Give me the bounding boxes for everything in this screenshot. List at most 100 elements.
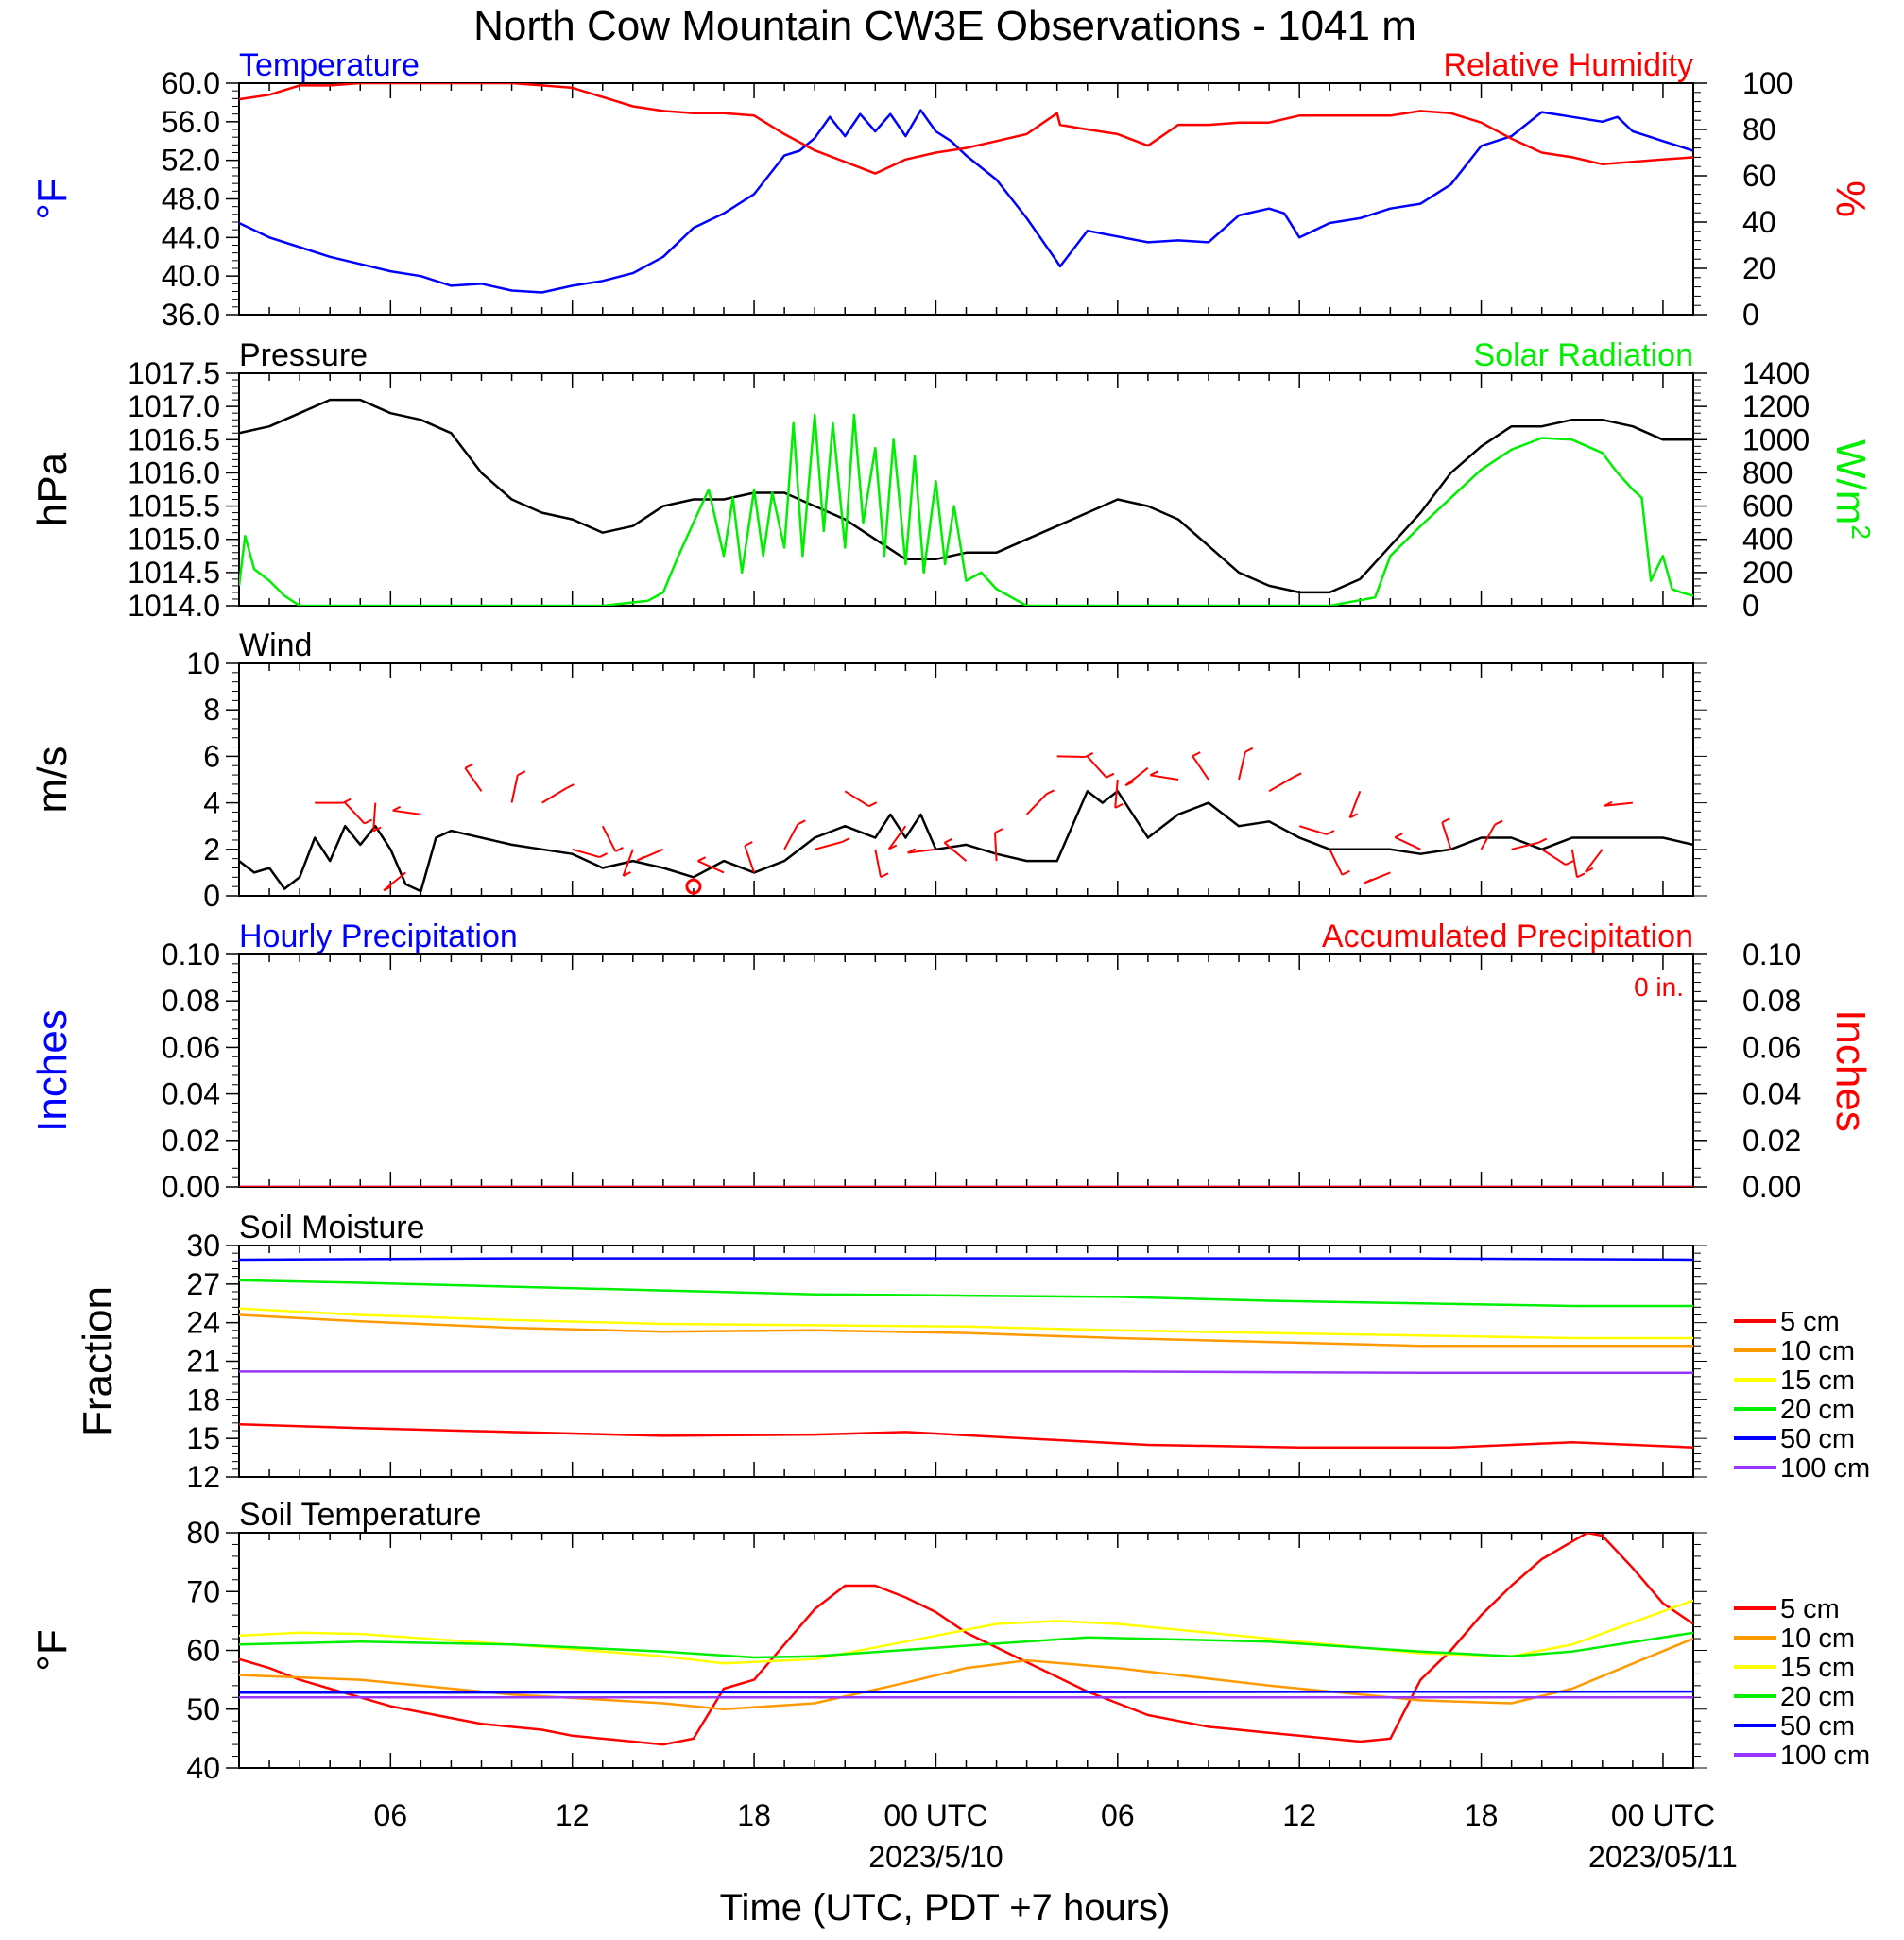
series-line-10-cm bbox=[239, 1313, 1693, 1348]
wind-barb bbox=[1025, 793, 1048, 815]
x-tick-label: 00 UTC bbox=[1611, 1798, 1715, 1832]
y-tick-label-left: 1016.0 bbox=[128, 455, 220, 489]
time-axis: 06 12 18 00 UTC 06 12 18 00 UTC 2023/5/10 2023/05… bbox=[374, 1798, 1738, 1874]
wind-barb-flag bbox=[1349, 813, 1359, 819]
y-axis-label-right: Inches bbox=[1827, 1009, 1874, 1132]
y-tick-label-left: 1015.0 bbox=[128, 523, 220, 557]
wind-barb bbox=[1394, 836, 1421, 850]
y-axis-label-left: Inches bbox=[29, 1009, 76, 1132]
series-line-temperature bbox=[239, 109, 1693, 294]
y-tick-label-left: 0.04 bbox=[162, 1077, 220, 1111]
wind-barb bbox=[783, 823, 799, 850]
y-tick-label-right: 1200 bbox=[1742, 389, 1810, 423]
panel-wind: 10 8 6 4 2 0 Wind m/s bbox=[29, 627, 1707, 913]
x-tick-label: 06 bbox=[1101, 1798, 1135, 1832]
series-line-50-cm bbox=[239, 1257, 1693, 1262]
series-group bbox=[239, 398, 1693, 606]
wind-barb-flag bbox=[372, 826, 382, 833]
wind-barb bbox=[1114, 779, 1119, 808]
y-tick-label-left: 44.0 bbox=[162, 220, 220, 254]
wind-barb-flag bbox=[392, 805, 402, 812]
wind-barb bbox=[572, 848, 600, 859]
panel-title-left: Soil Moisture bbox=[239, 1210, 425, 1245]
y-tick-label-left: 40.0 bbox=[162, 259, 220, 293]
wind-barb-flag bbox=[1124, 781, 1134, 787]
panel-title-right: Relative Humidity bbox=[1443, 47, 1693, 83]
panel-frame bbox=[238, 372, 1694, 607]
wind-barb-flag bbox=[944, 837, 952, 844]
wind-barb-flag bbox=[636, 855, 645, 862]
y-tick-label-left: 0.08 bbox=[162, 984, 220, 1018]
x-tick-label: 12 bbox=[1282, 1798, 1316, 1832]
wind-barb bbox=[907, 848, 936, 854]
panel-frame bbox=[238, 953, 1694, 1188]
y-tick-label-left: 15 bbox=[186, 1421, 220, 1455]
wind-barb bbox=[464, 767, 483, 792]
wind-barb-flag bbox=[841, 837, 850, 843]
wind-barb bbox=[844, 790, 870, 808]
wind-barb bbox=[1150, 774, 1179, 781]
y-tick-label-right: 0.00 bbox=[1742, 1170, 1801, 1204]
legend-label: 50 cm bbox=[1780, 1711, 1855, 1742]
wind-barb-flag bbox=[364, 818, 373, 825]
wind-barb bbox=[1268, 776, 1295, 793]
wind-barb bbox=[383, 871, 406, 892]
wind-barb bbox=[1238, 751, 1246, 781]
wind-barb bbox=[1584, 849, 1604, 873]
wind-barb-flag bbox=[880, 872, 889, 879]
y-tick-label-left: 0.10 bbox=[162, 937, 220, 971]
wind-barb bbox=[1298, 825, 1328, 835]
series-line-100-cm bbox=[239, 1370, 1693, 1375]
wind-barb-flag bbox=[1576, 872, 1586, 879]
y-tick-label-left: 0 bbox=[203, 879, 220, 913]
wind-barb bbox=[993, 833, 998, 862]
y-tick-label-left: 4 bbox=[203, 786, 220, 820]
panel-frame bbox=[238, 82, 1694, 316]
wind-barb-flag bbox=[797, 819, 806, 826]
wind-barb-flag bbox=[1106, 772, 1115, 779]
wind-barb-flag bbox=[868, 801, 878, 808]
y-tick-label-right: 0.02 bbox=[1742, 1124, 1801, 1158]
wind-barb-flag bbox=[464, 763, 473, 769]
wind-barb bbox=[541, 787, 567, 804]
legend-label: 5 cm bbox=[1780, 1307, 1840, 1337]
y-tick-label-left: 0.06 bbox=[162, 1030, 220, 1064]
wind-barb-flag bbox=[1192, 751, 1201, 758]
wind-barb bbox=[1480, 824, 1496, 850]
wind-barb-flag bbox=[1244, 747, 1254, 753]
wind-barb-flag bbox=[599, 852, 608, 858]
y-axis-label-right: % bbox=[1827, 180, 1874, 217]
panel-frame bbox=[238, 1245, 1694, 1478]
wind-barb-flag bbox=[623, 871, 631, 877]
wind-barb bbox=[874, 849, 883, 878]
y-tick-label-right: 600 bbox=[1742, 489, 1793, 524]
y-tick-label-left: 0.00 bbox=[162, 1170, 220, 1204]
calm-wind-marker bbox=[685, 878, 702, 895]
wind-barb bbox=[1604, 801, 1633, 807]
wind-barb bbox=[1192, 755, 1209, 781]
y-tick-label-left: 2 bbox=[203, 833, 220, 867]
wind-barb-flag bbox=[888, 844, 898, 850]
panel-frame bbox=[238, 1532, 1694, 1769]
y-tick-label-left: 1014.0 bbox=[128, 589, 220, 623]
series-line-pressure bbox=[239, 398, 1693, 594]
y-tick-label-right: 0.06 bbox=[1742, 1030, 1801, 1064]
y-axis-label-left: °F bbox=[29, 178, 76, 219]
panel-title-left: Hourly Precipitation bbox=[239, 918, 518, 954]
series-line-solar-radiation bbox=[239, 413, 1693, 606]
series-group bbox=[239, 83, 1693, 294]
wind-barb-flag bbox=[517, 770, 526, 777]
series-group bbox=[239, 1533, 1693, 1746]
legend-label: 10 cm bbox=[1780, 1336, 1855, 1366]
wind-barb-flag bbox=[907, 848, 917, 854]
x-tick-label: 18 bbox=[1465, 1798, 1499, 1832]
y-tick-label-left: 52.0 bbox=[162, 144, 220, 178]
y-axis-label-left: Fraction bbox=[75, 1286, 121, 1436]
wind-barb bbox=[1541, 848, 1567, 866]
y-tick-label-right: 0.08 bbox=[1742, 984, 1801, 1018]
y-tick-label-right: 0 bbox=[1742, 589, 1759, 623]
wind-barb bbox=[510, 775, 519, 803]
y-tick-label-left: 60 bbox=[186, 1634, 220, 1668]
y-axis-label-left: hPa bbox=[29, 452, 76, 526]
